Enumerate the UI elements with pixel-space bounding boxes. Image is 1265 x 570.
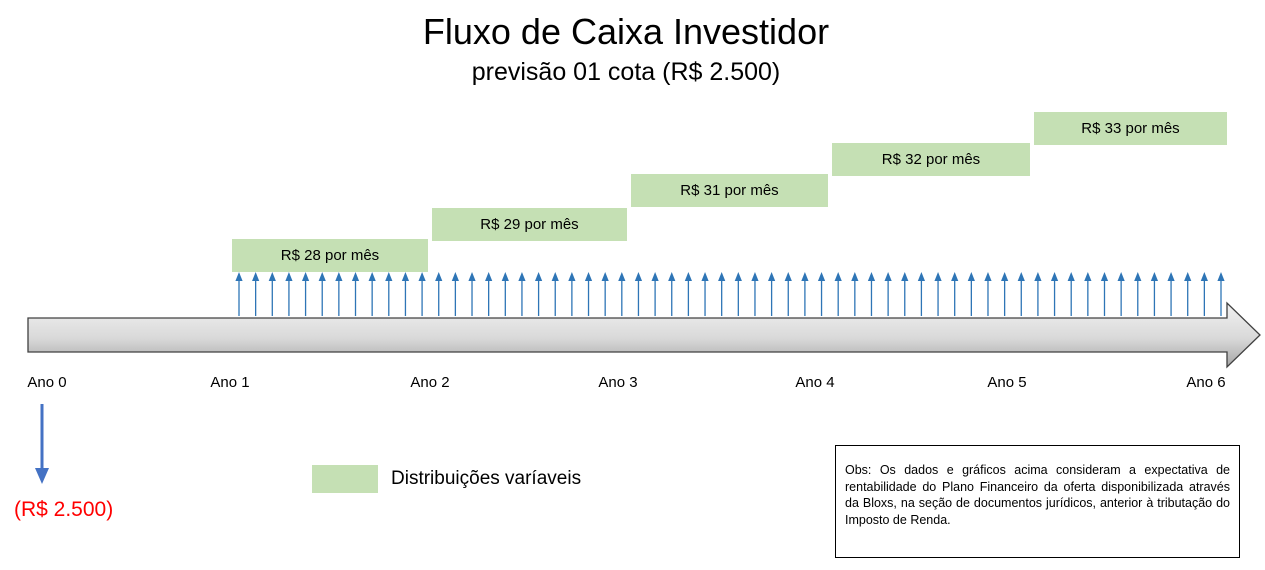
monthly-arrow bbox=[1167, 272, 1175, 316]
year-label: Ano 2 bbox=[410, 374, 450, 391]
monthly-arrow bbox=[618, 272, 626, 316]
monthly-arrow bbox=[951, 272, 959, 316]
monthly-arrow bbox=[1200, 272, 1208, 316]
monthly-arrow bbox=[984, 272, 992, 316]
chart-title: Fluxo de Caixa Investidor bbox=[422, 11, 830, 52]
monthly-arrow bbox=[1034, 272, 1042, 316]
chart-subtitle: previsão 01 cota (R$ 2.500) bbox=[471, 58, 781, 86]
monthly-arrow bbox=[834, 272, 842, 316]
monthly-arrow bbox=[1084, 272, 1092, 316]
monthly-arrow bbox=[784, 272, 792, 316]
monthly-arrow bbox=[1001, 272, 1009, 316]
monthly-arrow bbox=[851, 272, 859, 316]
year-label: Ano 4 bbox=[795, 374, 835, 391]
year-label: Ano 6 bbox=[1186, 374, 1226, 391]
monthly-arrow bbox=[268, 272, 276, 316]
monthly-arrow bbox=[917, 272, 926, 316]
year-label: Ano 1 bbox=[210, 374, 250, 391]
monthly-arrow bbox=[801, 272, 809, 316]
monthly-arrow bbox=[684, 272, 692, 316]
monthly-arrow bbox=[252, 272, 260, 316]
monthly-arrow bbox=[1150, 272, 1159, 316]
monthly-arrow bbox=[634, 272, 643, 316]
monthly-arrow bbox=[468, 272, 476, 316]
monthly-arrow bbox=[768, 272, 776, 316]
observation-note: Obs: Os dados e gráficos acima considera… bbox=[835, 445, 1240, 558]
initial-investment-label: (R$ 2.500) bbox=[14, 498, 114, 521]
timeline-arrow-shape bbox=[27, 301, 1261, 369]
monthly-arrow bbox=[418, 272, 426, 316]
monthly-arrow bbox=[1117, 272, 1125, 316]
timeline-arrow bbox=[27, 301, 1261, 369]
distribution-band: R$ 29 por mês bbox=[432, 208, 627, 241]
monthly-arrow bbox=[1100, 272, 1109, 316]
monthly-arrow bbox=[934, 272, 942, 316]
legend-label: Distribuições varíaveis bbox=[391, 468, 582, 489]
monthly-arrow bbox=[668, 272, 676, 316]
monthly-arrow bbox=[651, 272, 659, 316]
monthly-arrow bbox=[884, 272, 892, 316]
monthly-arrow bbox=[901, 272, 909, 316]
monthly-arrow bbox=[568, 272, 576, 316]
legend-swatch bbox=[312, 465, 378, 493]
distribution-band: R$ 32 por mês bbox=[832, 143, 1030, 176]
monthly-arrow bbox=[485, 272, 493, 316]
monthly-arrow bbox=[967, 272, 975, 316]
monthly-arrow bbox=[701, 272, 709, 316]
monthly-arrow bbox=[751, 272, 759, 316]
monthly-arrow bbox=[1067, 272, 1075, 316]
monthly-arrow bbox=[451, 272, 459, 316]
monthly-arrow bbox=[335, 272, 343, 316]
year-label: Ano 0 bbox=[27, 374, 67, 391]
monthly-arrow bbox=[1217, 272, 1225, 316]
monthly-arrow bbox=[435, 272, 443, 316]
year-label: Ano 5 bbox=[987, 374, 1027, 391]
monthly-arrow bbox=[318, 272, 326, 316]
monthly-arrow bbox=[368, 272, 376, 316]
monthly-arrow bbox=[534, 272, 543, 316]
monthly-arrow bbox=[867, 272, 876, 316]
year-label: Ano 3 bbox=[598, 374, 638, 391]
monthly-arrow bbox=[817, 272, 826, 316]
monthly-arrow bbox=[551, 272, 559, 316]
distribution-band: R$ 33 por mês bbox=[1034, 112, 1227, 145]
monthly-arrow bbox=[401, 272, 410, 316]
monthly-arrow bbox=[285, 272, 293, 316]
monthly-arrow bbox=[584, 272, 593, 316]
investment-arrow-icon bbox=[35, 404, 49, 484]
monthly-arrow bbox=[501, 272, 509, 316]
monthly-arrow bbox=[518, 272, 526, 316]
monthly-arrow bbox=[1134, 272, 1142, 316]
monthly-arrow bbox=[734, 272, 742, 316]
monthly-arrow bbox=[301, 272, 310, 316]
monthly-arrow bbox=[385, 272, 393, 316]
monthly-arrow bbox=[351, 272, 360, 316]
monthly-arrow bbox=[718, 272, 726, 316]
monthly-arrow bbox=[235, 272, 243, 316]
monthly-arrow bbox=[1184, 272, 1192, 316]
monthly-arrow bbox=[1050, 272, 1059, 316]
monthly-arrow bbox=[1017, 272, 1025, 316]
monthly-distribution-arrows bbox=[235, 272, 1225, 316]
distribution-band: R$ 31 por mês bbox=[631, 174, 828, 207]
distribution-band: R$ 28 por mês bbox=[232, 239, 428, 272]
monthly-arrow bbox=[601, 272, 609, 316]
